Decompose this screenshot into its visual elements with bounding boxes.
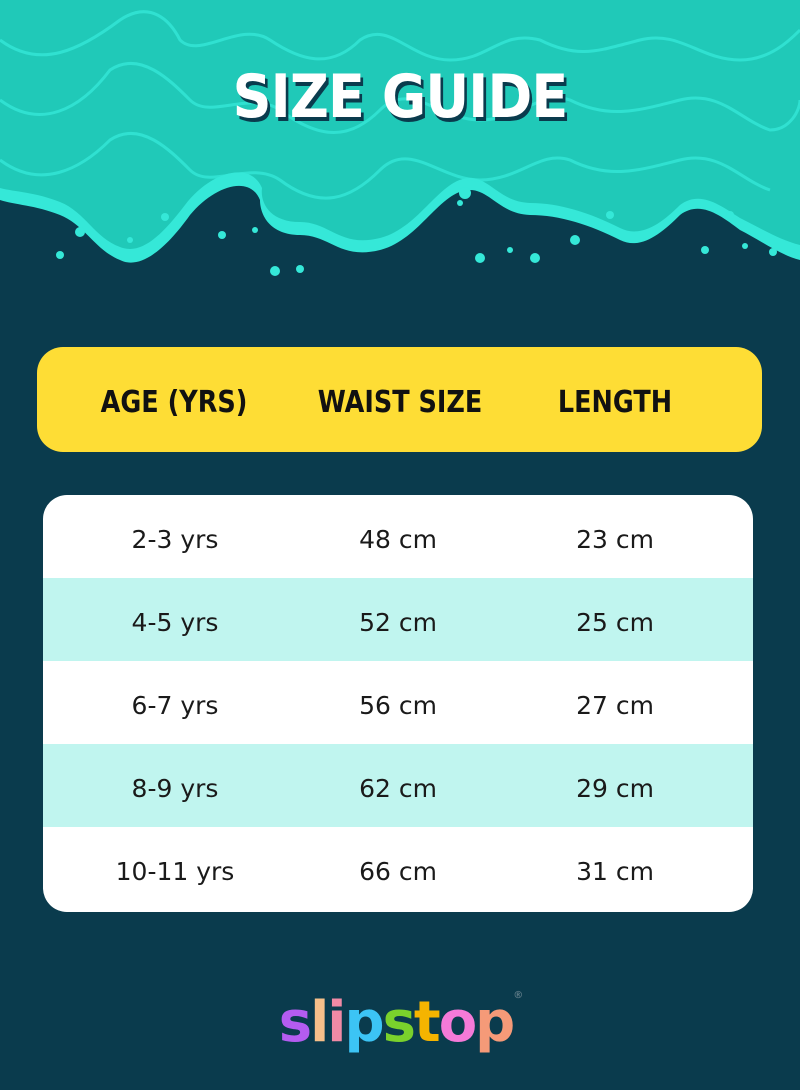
logo-letter: s <box>382 990 416 1055</box>
age-cell: 10-11 yrs <box>115 857 235 886</box>
logo-letter: i <box>327 990 346 1055</box>
length-cell: 27 cm <box>576 691 654 720</box>
length-cell: 25 cm <box>576 608 654 637</box>
wave-background <box>0 0 800 276</box>
table-row: 4-5 yrs 52 cm 25 cm <box>43 578 753 661</box>
waist-cell: 66 cm <box>359 857 437 886</box>
registered-mark: ® <box>513 990 523 1001</box>
table-row: 2-3 yrs 48 cm 23 cm <box>43 495 753 578</box>
length-cell: 23 cm <box>576 525 654 554</box>
header-age: AGE (YRS) <box>100 385 248 420</box>
age-cell: 6-7 yrs <box>131 691 219 720</box>
length-cell: 29 cm <box>576 774 654 803</box>
header-length: LENGTH <box>557 385 673 420</box>
logo-letter: s <box>278 990 312 1055</box>
age-cell: 2-3 yrs <box>131 525 219 554</box>
table-row: 8-9 yrs 62 cm 29 cm <box>43 744 753 827</box>
logo-letter: l <box>310 990 329 1055</box>
logo-letter: p <box>344 990 384 1055</box>
table-row: 10-11 yrs 66 cm 31 cm <box>43 827 753 910</box>
page-title: SIZE GUIDE <box>232 62 569 132</box>
age-cell: 4-5 yrs <box>131 608 219 637</box>
logo-letter: t <box>413 990 441 1055</box>
table-header: AGE (YRS) WAIST SIZE LENGTH <box>37 347 762 452</box>
logo-letter: p <box>475 990 515 1055</box>
waist-cell: 48 cm <box>359 525 437 554</box>
length-cell: 31 cm <box>576 857 654 886</box>
logo-letter: o <box>438 990 478 1055</box>
table-row: 6-7 yrs 56 cm 27 cm <box>43 661 753 744</box>
size-table: 2-3 yrs 48 cm 23 cm 4-5 yrs 52 cm 25 cm 6-7 yr… <box>43 495 753 912</box>
header-waist: WAIST SIZE <box>317 385 483 420</box>
slipstop-logo: slipstop® <box>0 990 800 1055</box>
waist-cell: 52 cm <box>359 608 437 637</box>
waist-cell: 62 cm <box>359 774 437 803</box>
waist-cell: 56 cm <box>359 691 437 720</box>
age-cell: 8-9 yrs <box>131 774 219 803</box>
